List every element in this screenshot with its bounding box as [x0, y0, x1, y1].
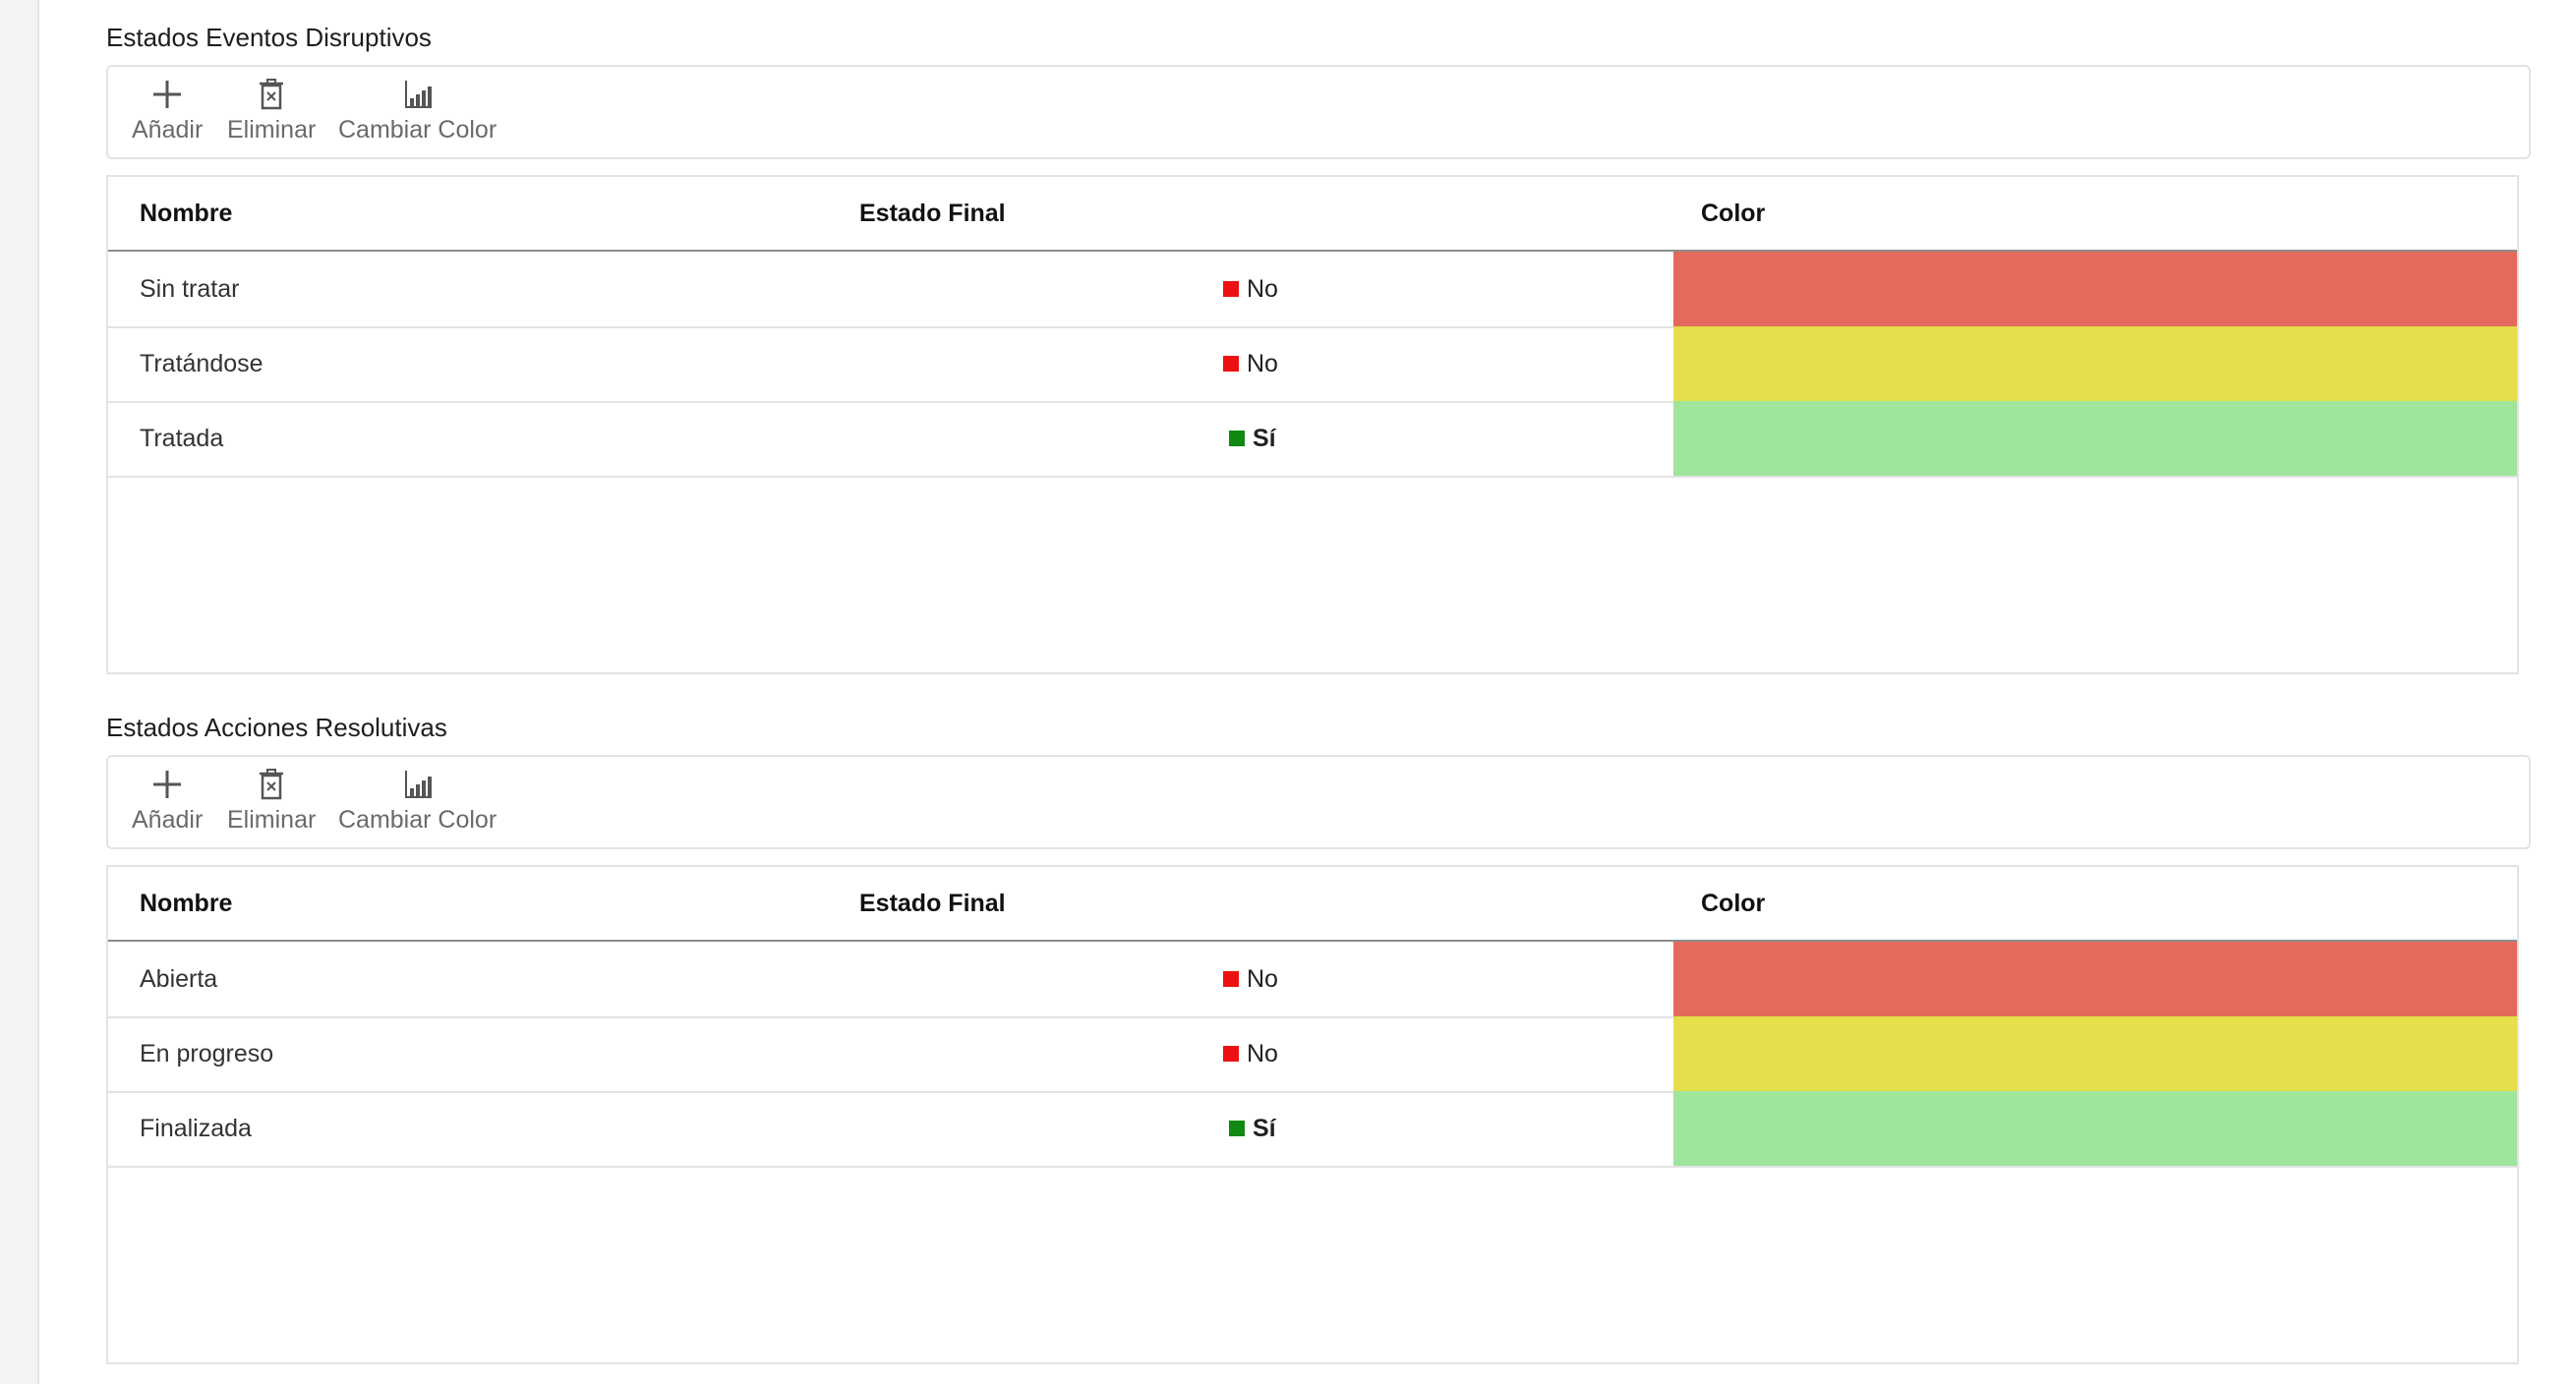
column-header-final-state[interactable]: Estado Final	[859, 890, 1006, 917]
row-final-state: No	[1223, 942, 1278, 1016]
change-color-button[interactable]: Cambiar Color	[338, 75, 497, 149]
plus-icon	[153, 771, 182, 798]
row-name: Finalizada	[140, 1115, 252, 1142]
column-header-name[interactable]: Nombre	[140, 890, 233, 917]
row-final-state-value: No	[1247, 275, 1278, 303]
change-color-button-label: Cambiar Color	[338, 806, 498, 834]
row-final-state: Sí	[1229, 401, 1276, 476]
states-table: Nombre Estado Final Color Abierta No En …	[106, 865, 2519, 1364]
add-button[interactable]: Añadir	[132, 765, 203, 839]
yes-marker-icon	[1229, 1121, 1245, 1136]
color-swatch	[1673, 252, 2517, 326]
delete-button[interactable]: Eliminar	[227, 75, 316, 149]
delete-button[interactable]: Eliminar	[227, 765, 316, 839]
left-rail	[0, 0, 39, 1384]
row-name: Abierta	[140, 965, 218, 993]
plus-icon	[153, 81, 182, 108]
row-name: Tratándose	[140, 350, 263, 377]
yes-marker-icon	[1229, 431, 1245, 446]
table-row[interactable]: Abierta No	[108, 942, 2517, 1018]
color-swatch	[1673, 401, 2517, 476]
add-button-label: Añadir	[132, 116, 204, 144]
row-name: En progreso	[140, 1040, 274, 1067]
table-row[interactable]: En progreso No	[108, 1016, 2517, 1093]
column-header-color[interactable]: Color	[1701, 890, 1766, 917]
no-marker-icon	[1223, 281, 1239, 297]
table-row[interactable]: Tratándose No	[108, 326, 2517, 403]
change-color-button-label: Cambiar Color	[338, 116, 498, 144]
row-final-state-value: No	[1247, 965, 1278, 993]
trash-icon	[260, 769, 284, 800]
table-row[interactable]: Sin tratar No	[108, 252, 2517, 328]
row-final-state-value: No	[1247, 1040, 1278, 1067]
table-row[interactable]: Finalizada Sí	[108, 1091, 2517, 1168]
color-swatch	[1673, 326, 2517, 401]
color-swatch	[1673, 942, 2517, 1016]
section-title: Estados Acciones Resolutivas	[106, 713, 447, 742]
table-header: Nombre Estado Final Color	[108, 177, 2517, 252]
section-title: Estados Eventos Disruptivos	[106, 23, 432, 52]
bar-chart-icon	[404, 771, 432, 798]
row-name: Tratada	[140, 425, 224, 452]
no-marker-icon	[1223, 356, 1239, 372]
row-name: Sin tratar	[140, 275, 240, 303]
delete-button-label: Eliminar	[227, 806, 317, 834]
column-header-name[interactable]: Nombre	[140, 200, 233, 227]
row-final-state: Sí	[1229, 1091, 1276, 1166]
row-final-state: No	[1223, 1016, 1278, 1091]
color-swatch	[1673, 1016, 2517, 1091]
change-color-button[interactable]: Cambiar Color	[338, 765, 497, 839]
no-marker-icon	[1223, 1046, 1239, 1062]
states-table: Nombre Estado Final Color Sin tratar No …	[106, 175, 2519, 674]
add-button[interactable]: Añadir	[132, 75, 203, 149]
row-final-state-value: Sí	[1253, 425, 1276, 452]
delete-button-label: Eliminar	[227, 116, 317, 144]
row-final-state: No	[1223, 326, 1278, 401]
color-swatch	[1673, 1091, 2517, 1166]
trash-icon	[260, 79, 284, 110]
toolbar: Añadir Eliminar	[106, 755, 2531, 849]
table-header: Nombre Estado Final Color	[108, 867, 2517, 942]
row-final-state-value: No	[1247, 350, 1278, 377]
toolbar: Añadir Eliminar	[106, 65, 2531, 159]
row-final-state: No	[1223, 252, 1278, 326]
no-marker-icon	[1223, 971, 1239, 987]
row-final-state-value: Sí	[1253, 1115, 1276, 1142]
bar-chart-icon	[404, 81, 432, 108]
column-header-final-state[interactable]: Estado Final	[859, 200, 1006, 227]
column-header-color[interactable]: Color	[1701, 200, 1766, 227]
add-button-label: Añadir	[132, 806, 204, 834]
table-row[interactable]: Tratada Sí	[108, 401, 2517, 478]
